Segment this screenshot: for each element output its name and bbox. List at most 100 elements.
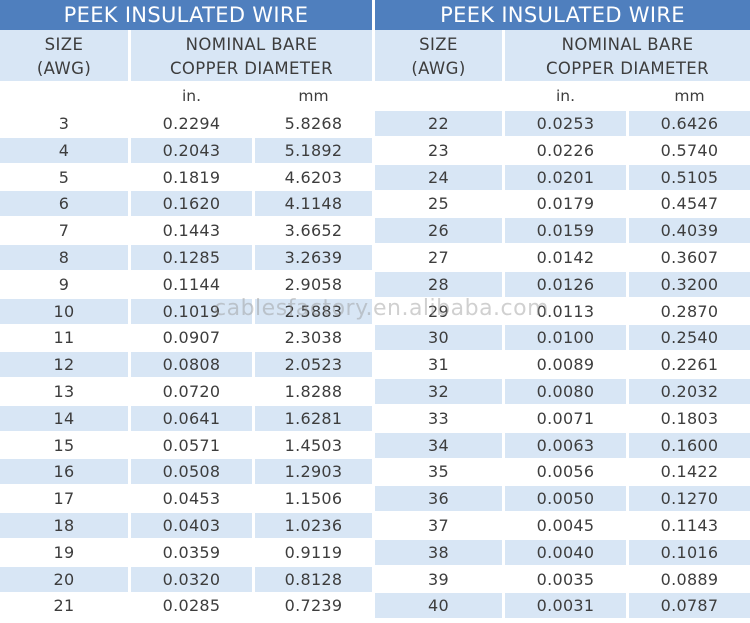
inches-cell: 0.0142 (536, 247, 595, 267)
table-row: 35 0.0056 0.1422 (375, 459, 750, 484)
awg-cell: 4 (0, 137, 128, 163)
table-row: 4 0.2043 5.1892 (0, 137, 372, 163)
inches-cell: 0.0045 (536, 515, 595, 535)
size-header: SIZE (AWG) (0, 30, 128, 81)
table-row: 37 0.0045 0.1143 (375, 513, 750, 538)
mm-cell: 2.9058 (284, 274, 343, 294)
mm-cell: 0.2261 (660, 355, 719, 375)
awg-cell: 8 (0, 244, 128, 270)
awg-cell: 5 (58, 167, 70, 187)
table-row: 6 0.1620 4.1148 (0, 191, 372, 217)
unit-inches: in. (555, 87, 576, 105)
mm-cell: 4.1148 (255, 191, 372, 217)
mm-cell: 0.1422 (660, 462, 719, 482)
table-row: 22 0.0253 0.6426 (375, 111, 750, 136)
awg-cell: 40 (375, 593, 502, 619)
unit-mm: mm (298, 87, 329, 105)
awg-cell: 20 (0, 566, 128, 592)
awg-cell: 23 (428, 140, 449, 160)
table-row: 39 0.0035 0.0889 (375, 567, 750, 592)
inches-cell: 0.1620 (131, 191, 252, 217)
awg-cell: 11 (53, 328, 75, 348)
table-body: 22 0.0253 0.6426 23 0.0226 0.5740 24 0.0201 0.51… (375, 111, 750, 620)
diameter-header: NOMINAL BARE COPPER DIAMETER (505, 30, 750, 81)
awg-cell: 19 (53, 542, 75, 562)
inches-cell: 0.0201 (505, 164, 626, 190)
awg-cell: 18 (0, 512, 128, 538)
inches-cell: 0.0907 (162, 328, 221, 348)
diameter-header-line1: NOMINAL BARE (561, 35, 694, 54)
table-row: 28 0.0126 0.3200 (375, 271, 750, 297)
table-row: 11 0.0907 2.3038 (0, 325, 372, 350)
inches-cell: 0.0808 (131, 352, 252, 378)
table-row: 12 0.0808 2.0523 (0, 352, 372, 378)
table-row: 8 0.1285 3.2639 (0, 244, 372, 270)
table-row: 5 0.1819 4.6203 (0, 165, 372, 190)
table-row: 23 0.0226 0.5740 (375, 138, 750, 163)
table-row: 19 0.0359 0.9119 (0, 540, 372, 565)
inches-cell: 0.0071 (536, 408, 595, 428)
awg-cell: 7 (58, 221, 70, 241)
awg-cell: 22 (375, 111, 502, 136)
mm-cell: 1.0236 (255, 512, 372, 538)
awg-cell: 31 (428, 355, 449, 375)
awg-cell: 37 (428, 515, 449, 535)
table-row: 25 0.0179 0.4547 (375, 191, 750, 216)
awg-cell: 13 (53, 381, 75, 401)
table-row: 10 0.1019 2.5883 (0, 298, 372, 324)
mm-cell: 1.4503 (284, 435, 343, 455)
inches-cell: 0.0453 (162, 489, 221, 509)
awg-cell: 14 (0, 405, 128, 431)
size-header-line1: SIZE (44, 35, 84, 54)
unit-mm: mm (674, 87, 705, 105)
inches-cell: 0.2043 (131, 137, 252, 163)
table-body: 3 0.2294 5.8268 4 0.2043 5.1892 5 0.1819 4.6203 6… (0, 111, 372, 620)
mm-cell: 3.6652 (284, 221, 343, 241)
mm-cell: 2.0523 (255, 352, 372, 378)
mm-cell: 0.1803 (660, 408, 719, 428)
inches-cell: 0.0285 (162, 596, 221, 616)
inches-cell: 0.1285 (131, 244, 252, 270)
awg-cell: 26 (375, 218, 502, 244)
awg-cell: 16 (0, 459, 128, 485)
inches-cell: 0.0035 (536, 569, 595, 589)
awg-cell: 36 (375, 486, 502, 512)
table-row: 33 0.0071 0.1803 (375, 406, 750, 431)
inches-cell: 0.0641 (131, 405, 252, 431)
mm-cell: 0.2032 (629, 378, 750, 404)
table-row: 27 0.0142 0.3607 (375, 245, 750, 270)
inches-cell: 0.0159 (505, 218, 626, 244)
table-row: 29 0.0113 0.2870 (375, 299, 750, 324)
table-title: PEEK INSULATED WIRE (0, 0, 372, 30)
awg-cell: 34 (375, 432, 502, 458)
awg-cell: 10 (0, 298, 128, 324)
inches-cell: 0.0320 (131, 566, 252, 592)
table-row: 34 0.0063 0.1600 (375, 432, 750, 458)
inches-cell: 0.0226 (536, 140, 595, 160)
inches-cell: 0.0056 (536, 462, 595, 482)
mm-cell: 1.2903 (255, 459, 372, 485)
inches-cell: 0.0403 (131, 512, 252, 538)
inches-cell: 0.1443 (162, 221, 221, 241)
table-row: 9 0.1144 2.9058 (0, 272, 372, 297)
size-header-line2: (AWG) (411, 59, 466, 78)
mm-cell: 0.6426 (629, 111, 750, 136)
table-row: 7 0.1443 3.6652 (0, 218, 372, 243)
awg-cell: 3 (58, 114, 70, 133)
mm-cell: 4.6203 (284, 167, 343, 187)
size-header-line2: (AWG) (36, 59, 92, 78)
unit-inches: in. (181, 87, 202, 105)
table-row: 32 0.0080 0.2032 (375, 378, 750, 404)
table-row: 24 0.0201 0.5105 (375, 164, 750, 190)
inches-cell: 0.0508 (131, 459, 252, 485)
awg-cell: 15 (53, 435, 75, 455)
inches-cell: 0.0720 (162, 381, 221, 401)
mm-cell: 2.3038 (284, 328, 343, 348)
diameter-header-line2: COPPER DIAMETER (545, 59, 710, 78)
awg-cell: 6 (0, 191, 128, 217)
mm-cell: 5.8268 (284, 114, 343, 133)
mm-cell: 0.0889 (660, 569, 719, 589)
table-row: 17 0.0453 1.1506 (0, 486, 372, 511)
inches-cell: 0.0113 (536, 301, 595, 321)
mm-cell: 0.3200 (629, 271, 750, 297)
